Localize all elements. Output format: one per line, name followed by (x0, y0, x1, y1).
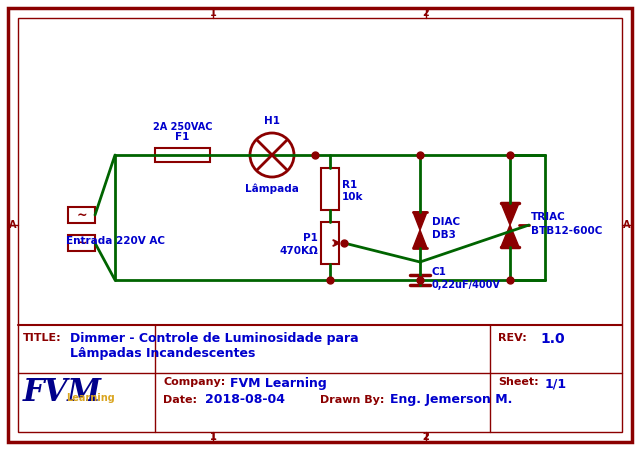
Text: DIAC: DIAC (432, 217, 460, 227)
Text: 2A 250VAC: 2A 250VAC (153, 122, 212, 132)
Text: F1: F1 (175, 132, 189, 142)
Text: Lâmpadas Incandescentes: Lâmpadas Incandescentes (70, 347, 255, 360)
FancyBboxPatch shape (68, 207, 95, 223)
Text: 0,22uF/400V: 0,22uF/400V (432, 280, 501, 290)
FancyBboxPatch shape (321, 222, 339, 264)
Text: A: A (623, 220, 631, 230)
Text: 2: 2 (422, 432, 429, 442)
Text: C1: C1 (432, 267, 447, 277)
Text: Learning: Learning (66, 393, 115, 403)
Text: TRIAC: TRIAC (531, 212, 566, 222)
Text: TITLE:: TITLE: (23, 333, 61, 343)
Text: R1: R1 (342, 180, 357, 190)
Text: Sheet:: Sheet: (498, 377, 539, 387)
Text: H1: H1 (264, 116, 280, 126)
FancyBboxPatch shape (321, 168, 339, 210)
Text: 2: 2 (422, 8, 429, 18)
Text: FVM Learning: FVM Learning (230, 377, 327, 390)
Text: 1: 1 (210, 432, 216, 442)
Text: DB3: DB3 (432, 230, 456, 240)
Text: Company:: Company: (163, 377, 225, 387)
Text: 2018-08-04: 2018-08-04 (205, 393, 285, 406)
Text: 1: 1 (210, 432, 216, 442)
Text: Entrada 220V AC: Entrada 220V AC (66, 236, 165, 246)
FancyBboxPatch shape (155, 148, 210, 162)
Polygon shape (501, 203, 519, 225)
Text: Date:: Date: (163, 395, 197, 405)
Text: FVM: FVM (23, 377, 102, 408)
Text: 10k: 10k (342, 192, 364, 202)
Text: Drawn By:: Drawn By: (320, 395, 385, 405)
Text: 1/1: 1/1 (545, 377, 567, 390)
Text: P1: P1 (303, 233, 318, 243)
Text: Lâmpada: Lâmpada (245, 184, 299, 194)
FancyBboxPatch shape (68, 235, 95, 251)
Text: Dimmer - Controle de Luminosidade para: Dimmer - Controle de Luminosidade para (70, 332, 358, 345)
Text: ~: ~ (76, 237, 87, 249)
Text: BTB12-600C: BTB12-600C (531, 226, 602, 236)
Polygon shape (413, 230, 427, 248)
Polygon shape (501, 225, 519, 247)
Text: 1.0: 1.0 (540, 332, 564, 346)
Text: 1: 1 (210, 8, 216, 18)
Text: Eng. Jemerson M.: Eng. Jemerson M. (390, 393, 513, 406)
Text: REV:: REV: (498, 333, 527, 343)
Text: A: A (9, 220, 17, 230)
Polygon shape (413, 212, 427, 230)
Text: 470KΩ: 470KΩ (279, 246, 318, 256)
Text: ~: ~ (76, 208, 87, 221)
Circle shape (250, 133, 294, 177)
Text: 2: 2 (422, 432, 429, 442)
